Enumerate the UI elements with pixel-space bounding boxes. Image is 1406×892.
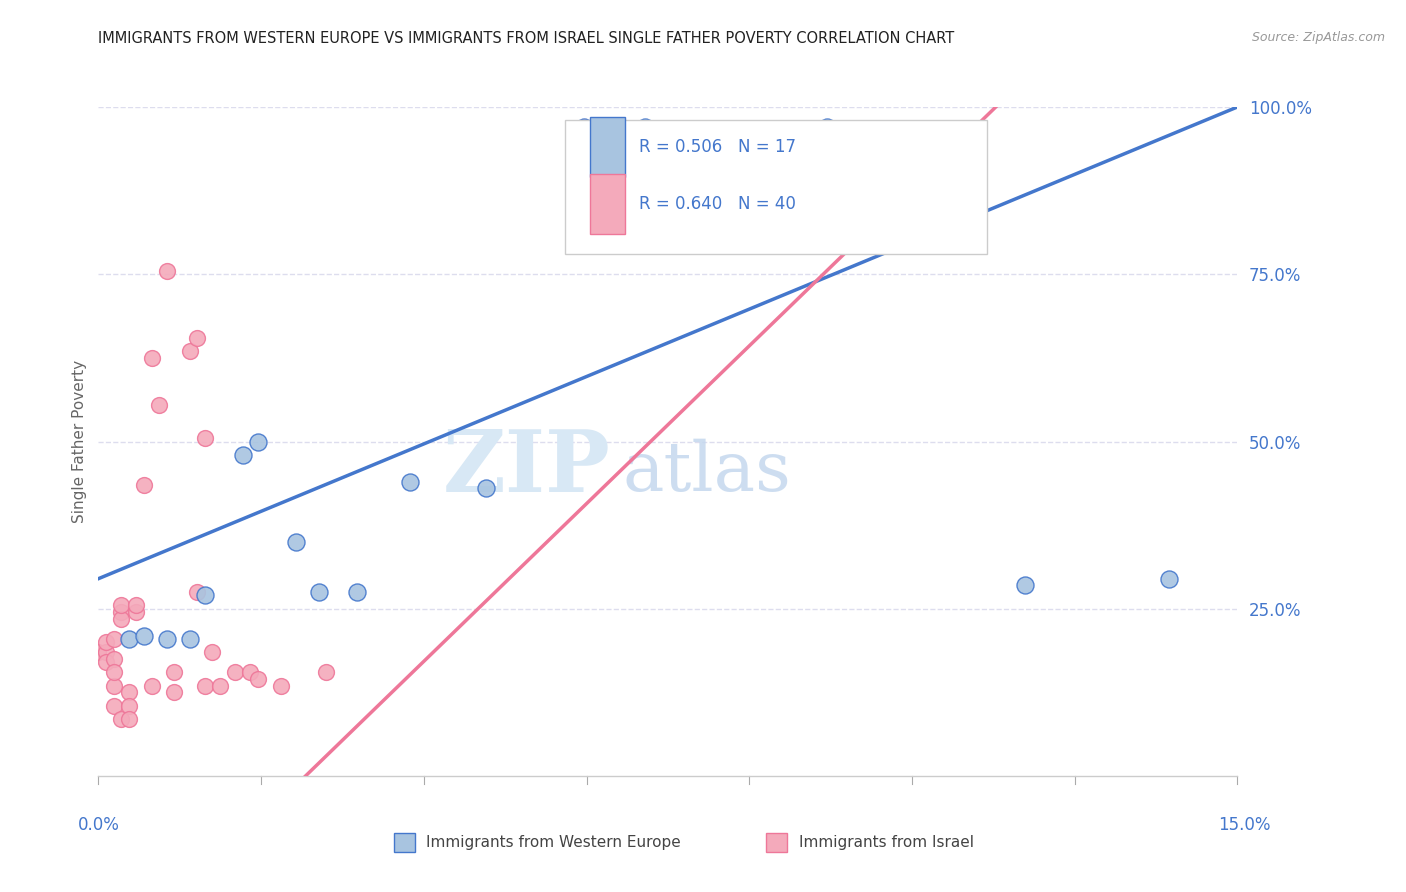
Point — [201, 645, 224, 659]
Point — [148, 398, 170, 412]
Point — [224, 665, 246, 680]
Point — [634, 120, 657, 135]
Point — [474, 482, 496, 496]
Point — [141, 679, 163, 693]
FancyBboxPatch shape — [591, 174, 624, 234]
Point — [246, 434, 269, 449]
Point — [110, 599, 132, 613]
Point — [186, 585, 208, 599]
Point — [1157, 572, 1180, 586]
Point — [179, 344, 201, 359]
Point — [284, 534, 307, 549]
Point — [194, 679, 217, 693]
Point — [103, 665, 125, 680]
Point — [163, 665, 186, 680]
Point — [246, 672, 269, 686]
Point — [270, 679, 292, 693]
Point — [141, 351, 163, 365]
Point — [574, 120, 596, 135]
Point — [103, 632, 125, 646]
Text: Source: ZipAtlas.com: Source: ZipAtlas.com — [1251, 31, 1385, 45]
Point — [398, 475, 420, 489]
Point — [103, 698, 125, 713]
Point — [588, 120, 610, 135]
Text: R = 0.640   N = 40: R = 0.640 N = 40 — [640, 195, 796, 213]
Point — [110, 605, 132, 619]
Text: 15.0%: 15.0% — [1218, 816, 1271, 834]
Point — [103, 679, 125, 693]
FancyBboxPatch shape — [565, 120, 987, 254]
Point — [232, 448, 254, 462]
Point — [110, 712, 132, 726]
Point — [574, 120, 596, 135]
Point — [186, 331, 208, 345]
Point — [94, 655, 117, 669]
Point — [118, 698, 141, 713]
Text: R = 0.506   N = 17: R = 0.506 N = 17 — [640, 138, 796, 156]
FancyBboxPatch shape — [591, 117, 624, 178]
Point — [110, 612, 132, 626]
Point — [315, 665, 337, 680]
Point — [125, 605, 148, 619]
Point — [194, 589, 217, 603]
Y-axis label: Single Father Poverty: Single Father Poverty — [72, 360, 87, 523]
Point — [118, 632, 141, 646]
Point — [118, 685, 141, 699]
Point — [612, 120, 634, 135]
Point — [94, 635, 117, 649]
Point — [815, 120, 838, 135]
Point — [308, 585, 330, 599]
Point — [132, 478, 155, 492]
Point — [87, 645, 110, 659]
Text: ZIP: ZIP — [443, 426, 612, 510]
Point — [156, 264, 179, 278]
Text: atlas: atlas — [623, 439, 792, 505]
Point — [346, 585, 368, 599]
Point — [94, 645, 117, 659]
Point — [125, 599, 148, 613]
Text: Immigrants from Western Europe: Immigrants from Western Europe — [426, 835, 681, 849]
Point — [118, 712, 141, 726]
Point — [132, 628, 155, 642]
Point — [163, 685, 186, 699]
Point — [179, 632, 201, 646]
Text: Immigrants from Israel: Immigrants from Israel — [799, 835, 973, 849]
Point — [194, 431, 217, 445]
Point — [208, 679, 231, 693]
Text: 0.0%: 0.0% — [77, 816, 120, 834]
Point — [239, 665, 262, 680]
Point — [103, 652, 125, 666]
Point — [1014, 578, 1036, 592]
Text: IMMIGRANTS FROM WESTERN EUROPE VS IMMIGRANTS FROM ISRAEL SINGLE FATHER POVERTY C: IMMIGRANTS FROM WESTERN EUROPE VS IMMIGR… — [98, 31, 955, 46]
Point — [156, 632, 179, 646]
